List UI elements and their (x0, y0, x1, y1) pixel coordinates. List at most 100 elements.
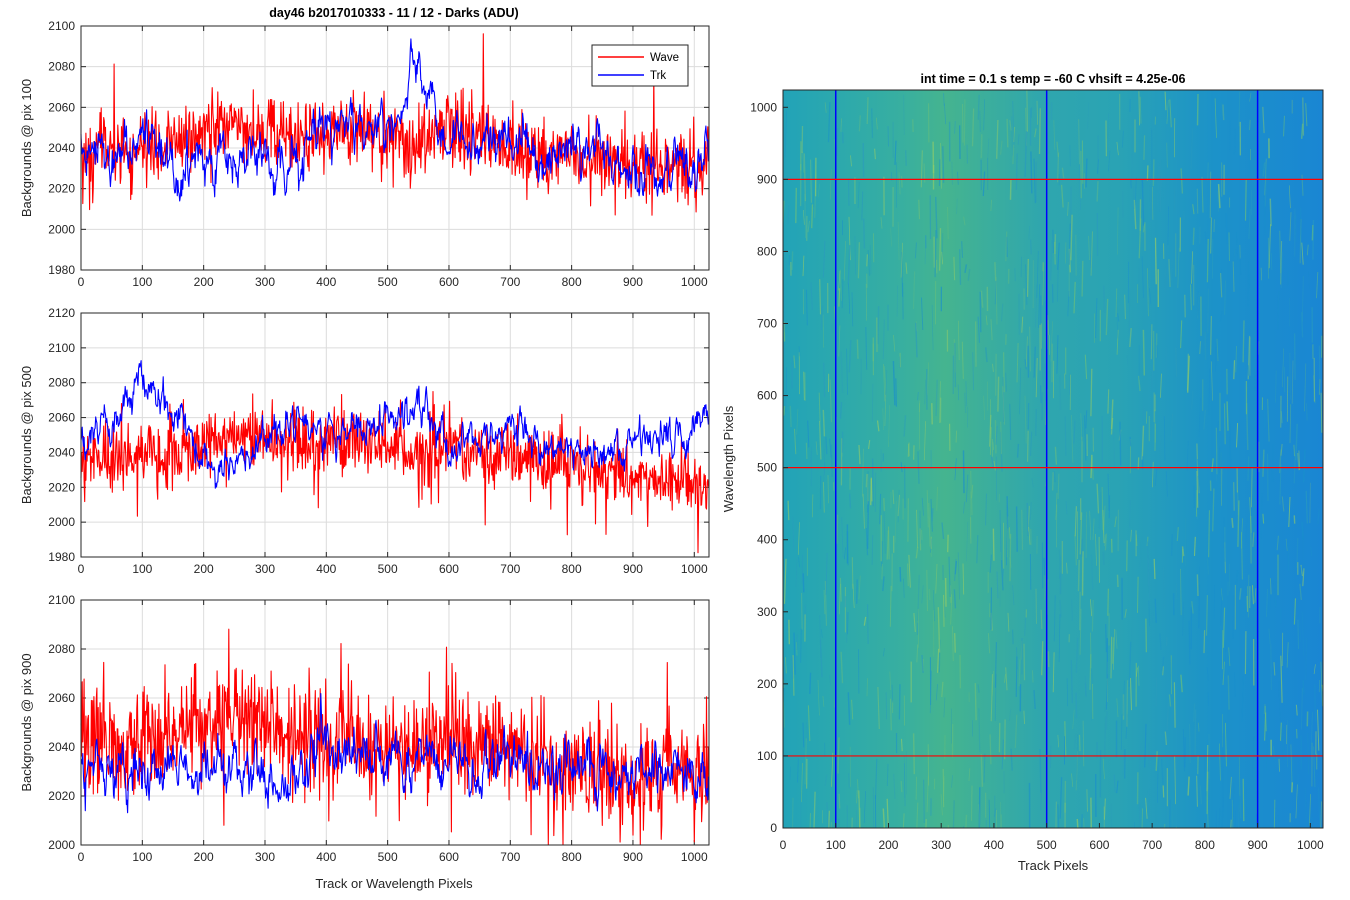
noise-streak (1136, 576, 1139, 613)
noise-streak (1116, 698, 1119, 718)
noise-streak (1270, 253, 1273, 270)
noise-streak (1075, 637, 1079, 673)
noise-streak (1221, 460, 1224, 477)
noise-streak (1114, 516, 1117, 528)
noise-streak (1299, 583, 1302, 600)
noise-streak (890, 228, 892, 247)
noise-streak (1244, 179, 1247, 221)
noise-streak (935, 379, 938, 416)
noise-streak (792, 655, 795, 696)
noise-streak (1317, 508, 1320, 525)
noise-streak (983, 753, 986, 783)
noise-streak (1317, 787, 1321, 827)
noise-streak (867, 604, 869, 645)
noise-streak (1154, 409, 1156, 443)
noise-streak (1117, 313, 1120, 322)
noise-streak (956, 198, 958, 215)
noise-streak (1210, 315, 1212, 355)
noise-streak (851, 557, 854, 589)
noise-streak (1129, 677, 1133, 711)
noise-streak (1082, 720, 1085, 767)
noise-streak (1036, 250, 1039, 298)
noise-streak (889, 698, 892, 731)
noise-streak (1165, 471, 1168, 497)
x-tick-label: 100 (132, 562, 152, 576)
noise-streak (797, 557, 801, 568)
series-lines (80, 628, 709, 846)
noise-streak (1248, 273, 1250, 289)
noise-streak (1168, 694, 1172, 707)
noise-streak (984, 493, 988, 526)
heatmap-panel: int time = 0.1 s temp = -60 C vhsift = 4… (721, 72, 1324, 873)
noise-streak (1014, 714, 1018, 749)
noise-streak (1145, 797, 1148, 819)
noise-streak (889, 671, 892, 691)
noise-streak (783, 406, 786, 416)
noise-streak (1105, 674, 1109, 710)
noise-streak (919, 510, 922, 544)
y-tick-label: 2020 (48, 789, 75, 803)
noise-streak (1064, 242, 1067, 264)
noise-streak (1080, 413, 1083, 440)
noise-streak (940, 142, 942, 189)
x-tick-labels: 0 100 200 300 400 500 600 700 800 900 1000 (78, 275, 708, 289)
noise-streak (825, 436, 828, 455)
noise-streak (1009, 557, 1012, 568)
noise-streak (1217, 184, 1221, 209)
x-tick-label: 900 (623, 850, 643, 864)
noise-streak (1137, 375, 1141, 392)
noise-streak (1102, 551, 1105, 565)
y-tick-labels: 2000 2020 2040 2060 2080 2100 (48, 593, 75, 852)
noise-streak (1187, 355, 1190, 393)
noise-streak (1159, 373, 1162, 398)
x-tick-label: 600 (439, 275, 459, 289)
noise-streak (826, 802, 829, 828)
noise-streak (840, 651, 844, 684)
noise-streak (1170, 258, 1173, 283)
noise-streak (972, 352, 974, 391)
noise-streak (1105, 711, 1108, 730)
noise-streak (1150, 324, 1153, 360)
noise-streak (930, 546, 932, 557)
noise-streak (1208, 368, 1210, 416)
noise-streak (887, 126, 889, 147)
noise-streak (1095, 298, 1098, 339)
noise-streak (847, 178, 850, 206)
noise-streak (1110, 417, 1114, 435)
noise-streak (822, 240, 826, 278)
noise-streak (951, 775, 953, 788)
y-tick-label: 200 (757, 677, 777, 691)
noise-streak (897, 489, 900, 523)
noise-streak (869, 245, 872, 275)
noise-streak (918, 199, 921, 220)
noise-streak (1008, 708, 1012, 722)
noise-streak (1221, 797, 1224, 828)
noise-streak (807, 420, 810, 448)
noise-streak (1289, 352, 1291, 400)
noise-streak (1142, 223, 1146, 233)
noise-streak (1227, 675, 1230, 710)
noise-streak (838, 270, 841, 291)
noise-streak (1170, 659, 1173, 696)
noise-streak (1122, 680, 1125, 716)
noise-streak (1075, 751, 1079, 791)
noise-streak (1260, 493, 1263, 539)
noise-streak (817, 183, 820, 198)
noise-streak (1304, 787, 1308, 828)
noise-streak (907, 443, 910, 457)
noise-streak (1081, 551, 1084, 596)
noise-streak (897, 494, 901, 517)
noise-streak (1278, 449, 1282, 474)
noise-streak (990, 674, 994, 722)
y-tick-label: 600 (757, 389, 777, 403)
noise-streak (929, 670, 932, 714)
noise-streak (988, 799, 991, 828)
noise-streak (930, 498, 933, 532)
noise-streak (828, 810, 831, 828)
noise-streak (1273, 662, 1276, 676)
noise-streak (856, 790, 858, 804)
left-figure-title: day46 b2017010333 - 11 / 12 - Darks (ADU… (269, 6, 518, 20)
noise-streak (1090, 669, 1094, 684)
noise-streak (1216, 448, 1219, 482)
noise-streak (1141, 425, 1145, 460)
